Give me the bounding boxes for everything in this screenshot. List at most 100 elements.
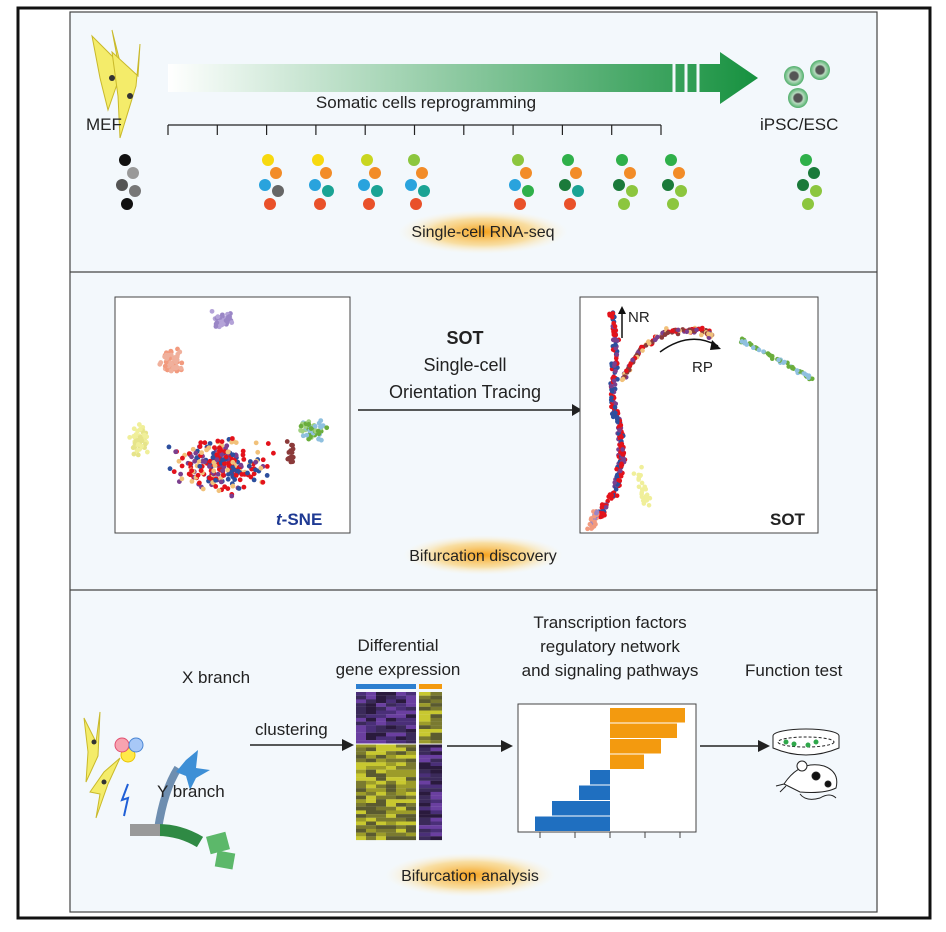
heatmap-cell [386, 825, 396, 829]
heatmap-cell [356, 814, 366, 818]
cell-point [644, 497, 649, 503]
cell-point [612, 404, 618, 410]
heatmap-cell [366, 729, 376, 733]
cell-point [233, 440, 239, 445]
heatmap-cell [396, 706, 406, 711]
heatmap-cell [406, 695, 416, 700]
method-arrowhead [572, 404, 582, 416]
heatmap-cell [396, 795, 406, 800]
heatmap-cell [396, 777, 406, 781]
sot-points [585, 310, 815, 532]
heatmap-cell [396, 780, 406, 785]
heatmap-cell [376, 803, 386, 807]
cell-point [794, 368, 800, 373]
heatmap-cell [386, 703, 396, 707]
heatmap-cell [430, 814, 442, 818]
cell-point [192, 458, 198, 464]
cell-point [809, 376, 815, 382]
heatmap-cell [430, 817, 442, 822]
cell-point [171, 469, 177, 475]
heatmap-cell [376, 703, 386, 707]
cell-point [612, 480, 618, 485]
cell-point [613, 410, 618, 416]
cell-point [177, 349, 183, 355]
cell-point [611, 328, 616, 334]
cell-point [599, 502, 605, 507]
heatmap-cell [396, 766, 406, 770]
heatmap-cell [406, 732, 416, 737]
heatmap-cell [366, 762, 376, 767]
heatmap-cell [376, 788, 386, 792]
cell-point [237, 477, 243, 483]
tf-line3: and signaling pathways [522, 661, 699, 680]
heatmap-cell [396, 828, 406, 833]
heatmap-cell [419, 699, 431, 704]
heatmap-cell [356, 762, 366, 767]
heatmap-cell [430, 799, 442, 804]
heatmap-cell [366, 714, 376, 718]
heatmap-cell [376, 810, 386, 815]
heatmap-cell [366, 736, 376, 741]
cell-point [166, 444, 172, 450]
heatmap-cell [406, 836, 416, 841]
heatmap-cell [356, 714, 366, 718]
heatmap-cell [430, 758, 442, 763]
cell-point [639, 494, 645, 500]
cell-point [132, 434, 137, 440]
cell-point [617, 428, 622, 433]
cell-point [782, 359, 787, 365]
heatmap-cell [376, 766, 386, 770]
petri-dish-icon [772, 728, 840, 756]
panel-reprogramming: MEF Somatic cells reprogramming iPSC/ESC… [86, 29, 838, 254]
heatmap-cell [356, 803, 366, 807]
heatmap-cell [406, 806, 416, 811]
cell-point [127, 435, 133, 440]
cell-point [603, 504, 609, 510]
cell-point [630, 357, 635, 363]
cell-point [699, 332, 704, 338]
bar-down [579, 785, 610, 800]
heatmap-cell [386, 695, 396, 700]
cell-point [219, 312, 225, 318]
heatmap-cell [419, 795, 431, 800]
cell-point [220, 321, 225, 326]
cell-point [587, 521, 593, 527]
heatmap-cell [406, 751, 416, 755]
cell-point [664, 326, 669, 331]
cell-point [167, 466, 173, 472]
ipsc-esc-label: iPSC/ESC [760, 115, 838, 134]
cell-point [617, 478, 623, 484]
heatmap-cell [406, 703, 416, 707]
heatmap-cell [366, 814, 376, 818]
cell-point [195, 472, 201, 478]
cell-timepoints [116, 154, 822, 210]
cell-point [251, 471, 257, 477]
heatmap-cell [386, 832, 396, 837]
heatmap-cell [376, 825, 386, 829]
heatmap-cell [366, 788, 376, 792]
heatmap-cell [419, 780, 431, 785]
heatmap-cell [396, 743, 406, 748]
cell-point [171, 365, 176, 371]
cell-point [236, 486, 242, 491]
single-cell-dot [802, 198, 814, 210]
cell-point [215, 438, 221, 444]
heatmap-cell [430, 766, 442, 770]
cell-point [621, 452, 626, 457]
heatmap-cell [406, 699, 416, 704]
heatmap-cell [419, 825, 431, 829]
single-cell-dot [613, 179, 625, 191]
cell-point [600, 511, 606, 516]
heatmap-cell [356, 736, 366, 741]
heatmap-cell [396, 740, 406, 744]
heatmap-cell [419, 836, 431, 841]
heatmap-cell [419, 710, 431, 715]
cell-point [592, 519, 597, 525]
cell-point [589, 525, 595, 531]
single-cell-dot [665, 154, 677, 166]
cell-point [137, 435, 143, 440]
cell-point [131, 426, 137, 432]
cell-point [130, 445, 136, 451]
single-cell-dot [259, 179, 271, 191]
cluster-bar-x [356, 684, 416, 689]
